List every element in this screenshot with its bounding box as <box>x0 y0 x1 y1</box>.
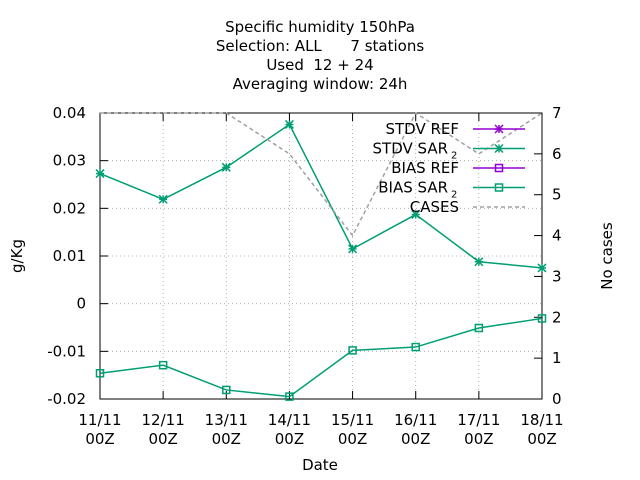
x-tick-label: 00Z <box>527 430 556 448</box>
y2-tick-label: 6 <box>552 145 562 163</box>
series <box>95 111 547 401</box>
square-marker <box>537 314 547 323</box>
legend-item: BIAS SAR 2 <box>378 179 525 201</box>
star-marker <box>537 263 547 273</box>
y2-tick-label: 0 <box>552 390 562 408</box>
y-tick-label: 0 <box>76 295 86 313</box>
legend-label: CASES <box>410 198 459 216</box>
star-marker <box>158 194 168 204</box>
series-stdv-sar2 <box>95 119 547 273</box>
star-marker <box>348 244 358 254</box>
x-tick-label: 00Z <box>148 430 177 448</box>
legend-item: STDV REF <box>385 120 525 138</box>
y-tick-label: 0.01 <box>53 247 86 265</box>
star-marker <box>411 209 421 220</box>
x-tick-label: 17/11 <box>457 411 500 429</box>
series-bias-sar2 <box>95 314 547 401</box>
legend-label: BIAS SAR <box>378 179 448 197</box>
series-line <box>99 123 543 269</box>
y2-tick-label: 7 <box>552 104 562 122</box>
series-line <box>100 111 543 237</box>
legend-subscript: 2 <box>451 190 457 201</box>
y-tick-label: -0.01 <box>47 342 86 360</box>
y2-tick-label: 4 <box>552 227 562 245</box>
star-marker <box>95 169 105 179</box>
title-line: Specific humidity 150hPa <box>225 18 415 36</box>
legend-item: BIAS REF <box>391 159 525 177</box>
square-marker <box>95 369 105 378</box>
square-marker <box>348 346 357 355</box>
title-line: Averaging window: 24h <box>233 75 408 93</box>
x-tick-label: 11/11 <box>78 411 121 429</box>
y2-tick-label: 3 <box>552 267 562 285</box>
square-marker <box>494 163 504 173</box>
y-tick-labels: -0.02 -0.01 0 0.01 0.02 0.03 0.04 <box>47 104 86 408</box>
square-marker <box>285 392 294 401</box>
y2-tick-label: 1 <box>552 349 562 367</box>
x-tick-label: 12/11 <box>142 411 185 429</box>
x-tick-label: 00Z <box>401 430 430 448</box>
grid <box>99 112 543 400</box>
y-axis-label: g/Kg <box>8 239 26 273</box>
x-tick-labels: 11/1100Z12/1100Z13/1100Z14/1100Z15/1100Z… <box>78 411 563 448</box>
square-marker <box>222 385 231 395</box>
legend-label: STDV SAR <box>373 140 448 158</box>
legend-subscript: 2 <box>451 151 457 162</box>
x-tick-label: 15/11 <box>331 411 374 429</box>
y-tick-label: -0.02 <box>47 390 86 408</box>
y-tick-label: 0.03 <box>53 152 86 170</box>
x-tick-label: 00Z <box>85 430 114 448</box>
y2-tick-label: 5 <box>552 186 562 204</box>
y2-tick-labels: 0 1 2 3 4 5 6 7 <box>552 104 562 408</box>
x-tick-label: 13/11 <box>205 411 248 429</box>
star-marker <box>474 257 484 267</box>
y-tick-label: 0.04 <box>53 104 86 122</box>
star-marker <box>284 119 294 129</box>
x-tick-label: 16/11 <box>394 411 437 429</box>
legend-item: CASES <box>410 198 525 216</box>
y2-axis-label: No cases <box>598 222 616 290</box>
star-marker <box>494 143 504 154</box>
x-tick-label: 14/11 <box>268 411 311 429</box>
square-marker <box>411 342 420 352</box>
star-marker <box>494 124 504 134</box>
square-marker <box>494 183 504 192</box>
y-tick-label: 0.02 <box>53 199 86 217</box>
square-marker <box>158 360 168 370</box>
series-line <box>99 317 543 398</box>
x-tick-label: 18/11 <box>520 411 563 429</box>
y2-tick-label: 2 <box>552 308 562 326</box>
title-line: Used 12 + 24 <box>266 56 373 74</box>
x-axis-label: Date <box>302 456 338 474</box>
legend-label: BIAS REF <box>391 159 459 177</box>
star-marker <box>221 162 231 172</box>
square-marker <box>474 323 484 333</box>
x-tick-label: 00Z <box>275 430 304 448</box>
x-tick-label: 00Z <box>338 430 367 448</box>
legend-label: STDV REF <box>385 120 459 138</box>
series-cases <box>100 111 543 237</box>
legend-item: STDV SAR 2 <box>373 140 525 162</box>
x-tick-label: 00Z <box>464 430 493 448</box>
title-line: Selection: ALL 7 stations <box>216 37 424 55</box>
x-tick-label: 00Z <box>212 430 241 448</box>
